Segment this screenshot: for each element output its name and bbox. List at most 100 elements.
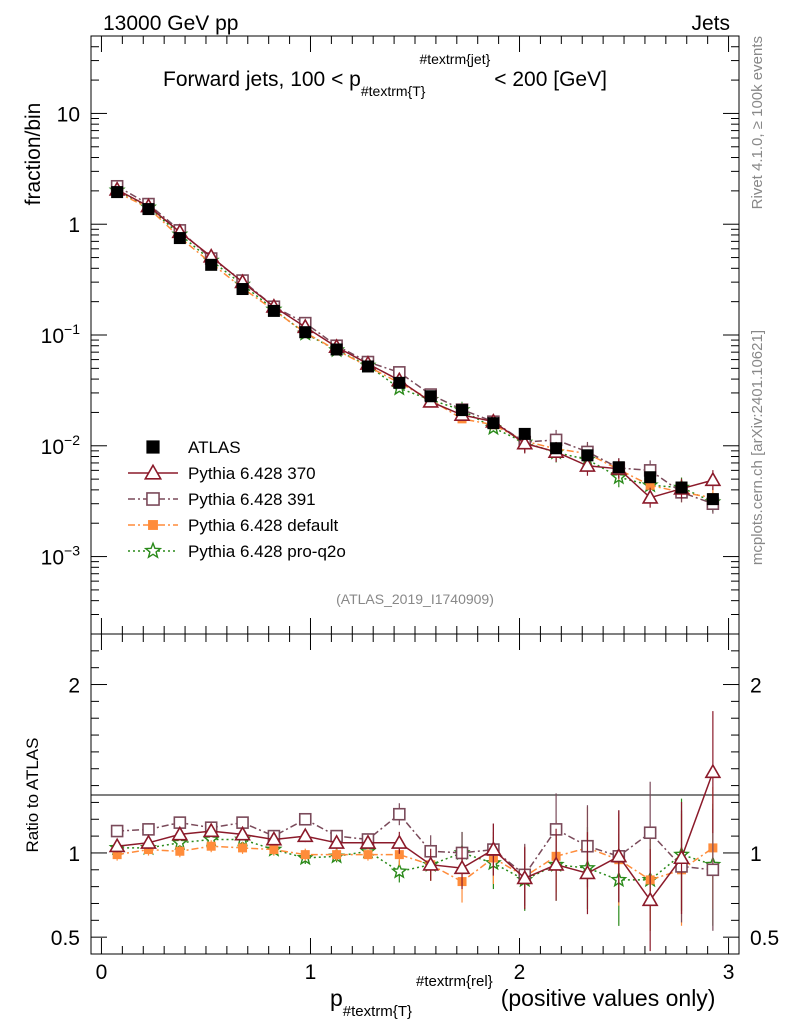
p370-point [673, 849, 690, 865]
atlas-point [612, 461, 625, 474]
default-point [363, 850, 373, 860]
p391-point [393, 807, 406, 821]
legend: ATLAS Pythia 6.428 370 Pythia 6.428 391 Pyt… [128, 438, 346, 561]
main-title-sup: #textrm{jet} [419, 51, 490, 67]
p370-point [547, 856, 565, 871]
ratio-axis-ticks [91, 633, 739, 954]
default-point [112, 850, 122, 860]
x-tick-label: 0 [96, 961, 108, 984]
ratio-tick-labels: 0.5 0.5 1 1 2 2 0 1 2 3 [51, 675, 779, 984]
ratio-y-tick-label-right: 0.5 [750, 927, 779, 950]
p391-point [146, 492, 160, 506]
p370-point [579, 457, 596, 472]
p370-point [359, 834, 377, 849]
p391-point [110, 824, 124, 838]
jets-label: Jets [691, 12, 730, 35]
p370-point [610, 847, 628, 863]
atlas-point [267, 304, 280, 317]
ratio-y-tick-label: 2 [68, 675, 80, 698]
legend-label-p391: Pythia 6.428 391 [188, 490, 316, 509]
p370-point [328, 834, 345, 849]
ratio-y-tick-label-right: 2 [750, 675, 762, 698]
atlas-point [393, 376, 406, 389]
series-def [112, 187, 718, 508]
x-axis-label: p#textrm{T}#textrm{rel} (positive values … [330, 973, 715, 1020]
p370-point [704, 471, 722, 487]
atlas-point [424, 390, 437, 403]
default-point [300, 850, 310, 860]
legend-label-pro: Pythia 6.428 pro-q2o [188, 542, 346, 561]
y-axis-label: fraction/bin [22, 103, 45, 206]
main-title-pre: Forward jets, 100 < p [163, 68, 361, 91]
ratio-y-tick-label-right: 1 [750, 843, 762, 866]
atlas-point [644, 471, 657, 484]
p370-point [143, 463, 163, 480]
atlas-point [675, 481, 688, 494]
atlas-point [146, 440, 160, 454]
series-p370 [108, 181, 722, 508]
p370-point [704, 763, 722, 779]
atlas-point [205, 258, 218, 271]
x-tick-label: 2 [514, 961, 526, 984]
pro-q2o-point [143, 541, 163, 559]
atlas-point [111, 186, 124, 199]
legend-label-def: Pythia 6.428 default [188, 516, 339, 535]
p370-point [641, 891, 659, 907]
main-axis-ticks [91, 35, 739, 635]
default-point [175, 846, 185, 856]
p370-point [579, 864, 596, 880]
atlas-point [581, 449, 594, 462]
x-label-post: (positive values only) [501, 985, 716, 1011]
p370-point [140, 834, 157, 849]
atlas-point [142, 203, 155, 216]
atlas-point [456, 404, 469, 417]
p391-point [298, 812, 312, 826]
ratio-y-axis-label: Ratio to ATLAS [23, 738, 42, 853]
p370-point [234, 825, 251, 841]
p370-point [296, 827, 314, 843]
ratio-series-p370 [108, 711, 722, 952]
x-label-sub: #textrm{T} [343, 1003, 412, 1020]
ratio-y-tick-label: 1 [68, 843, 80, 866]
atlas-point [173, 232, 186, 245]
atlas-point [550, 442, 563, 455]
y-tick-label: 1 [68, 214, 80, 237]
ratio-y-tick-label: 0.5 [51, 927, 80, 950]
default-point [332, 850, 342, 860]
p370-point [453, 859, 471, 875]
ratio-series-layer [108, 711, 722, 952]
x-label-sup: #textrm{rel} [416, 973, 493, 990]
series-ATLAS [111, 186, 719, 506]
main-series-layer [108, 179, 722, 514]
main-title-post: < 200 [GeV] [494, 68, 607, 91]
atlas-point [299, 326, 312, 339]
p370-point [485, 840, 502, 856]
default-point [394, 850, 404, 860]
p370-point [202, 822, 220, 838]
p370-point [108, 837, 126, 853]
y-tick-label: 10−2 [41, 432, 81, 459]
atlas-point [330, 343, 343, 356]
series-pro [108, 181, 722, 513]
default-point [206, 841, 216, 851]
ratio-panel-frame [90, 633, 740, 955]
p370-point [516, 434, 534, 450]
default-point [143, 845, 153, 855]
main-title-sub: #textrm{T} [361, 83, 426, 99]
p370-point [390, 834, 408, 849]
main-y-tick-labels: 10 1 10−1 10−2 10−3 [41, 103, 81, 569]
default-point [645, 480, 655, 490]
legend-label-p370: Pythia 6.428 370 [188, 464, 316, 483]
atlas-point [518, 427, 531, 440]
ratio-series-pro [108, 798, 722, 931]
p370-point [171, 825, 189, 841]
p370-point [516, 869, 534, 885]
pro-q2o-point [390, 862, 408, 879]
x-tick-label: 3 [723, 961, 735, 984]
analysis-watermark: (ATLAS_2019_I1740909) [336, 591, 494, 607]
default-point [238, 843, 248, 853]
energy-label: 13000 GeV pp [103, 12, 238, 35]
legend-label-ATLAS: ATLAS [188, 438, 241, 457]
default-point [269, 845, 279, 855]
